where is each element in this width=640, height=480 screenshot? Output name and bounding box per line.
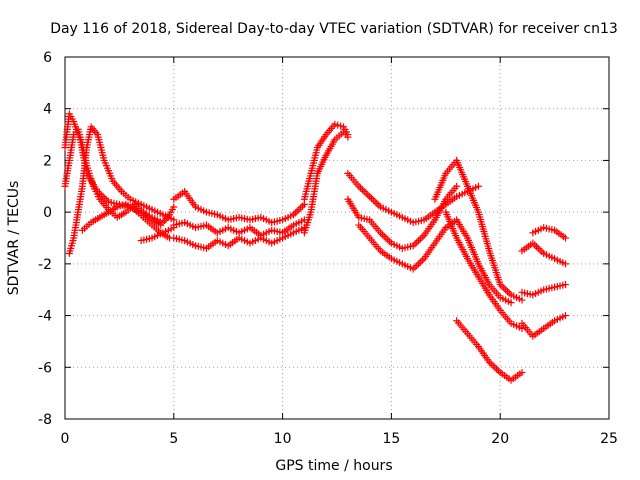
data-point-interp <box>418 256 426 264</box>
y-tick-label: 2 <box>43 153 52 169</box>
series-20 <box>529 224 569 242</box>
data-point-interp <box>411 263 419 271</box>
data-point-interp <box>534 244 542 252</box>
x-tick-label: 20 <box>491 431 509 447</box>
series-6 <box>170 187 308 226</box>
data-point-interp <box>382 234 390 242</box>
data-point-interp <box>500 284 508 292</box>
data-point-interp <box>360 187 368 195</box>
data-point-interp <box>416 258 424 266</box>
data-point-interp <box>491 363 499 371</box>
series-9 <box>300 120 352 203</box>
x-tick-label: 10 <box>274 431 292 447</box>
series-11 <box>344 169 482 226</box>
chart-title: Day 116 of 2018, Sidereal Day-to-day VTE… <box>50 21 618 37</box>
y-tick-label: -6 <box>38 360 52 376</box>
series-17 <box>518 281 569 299</box>
data-point-interp <box>384 236 392 244</box>
data-point-interp <box>380 232 388 240</box>
data-point-interp <box>489 362 497 370</box>
series-10 <box>300 128 352 237</box>
data-point <box>157 221 165 229</box>
y-tick-label: -4 <box>38 309 52 325</box>
data-point <box>366 193 374 201</box>
data-point-interp <box>494 367 502 375</box>
data-point-interp <box>415 260 423 268</box>
data-point <box>474 182 482 190</box>
series-15 <box>442 208 526 332</box>
series-12 <box>344 182 461 252</box>
y-tick-label: -2 <box>38 257 52 273</box>
data-point-interp <box>369 196 377 204</box>
x-tick-label: 25 <box>600 431 618 447</box>
data-point-interp <box>413 238 421 246</box>
data-point-interp <box>367 194 375 202</box>
data-point-interp <box>364 191 372 199</box>
data-point-interp <box>373 200 381 208</box>
y-axis: -8 -6 -4 -2 0 2 4 6 <box>38 50 609 428</box>
data-point-interp <box>378 231 386 239</box>
x-tick-label: 15 <box>382 431 400 447</box>
y-tick-label: 6 <box>43 50 52 66</box>
x-tick-label: 5 <box>169 431 178 447</box>
x-axis-label: GPS time / hours <box>275 458 392 474</box>
series-8 <box>170 224 308 252</box>
data-point-interp <box>362 189 370 197</box>
plot-frame <box>64 56 610 420</box>
y-tick-label: 0 <box>43 205 52 221</box>
data-point-interp <box>413 262 421 270</box>
data-point-interp <box>297 204 305 212</box>
series-16 <box>453 317 526 384</box>
y-tick-label: 4 <box>43 102 52 118</box>
data-point-interp <box>418 233 426 241</box>
data-point <box>518 296 526 304</box>
data-point-interp <box>536 246 544 254</box>
data-point <box>453 182 461 190</box>
data-point-interp <box>357 184 365 192</box>
series-5 <box>137 224 178 245</box>
data-point-interp <box>371 198 379 206</box>
data-point-interp <box>487 360 495 368</box>
data-point <box>561 234 569 242</box>
data-point-interp <box>299 202 307 210</box>
data-point <box>170 203 178 211</box>
data-point-interp <box>293 207 301 215</box>
data-point-interp <box>531 241 539 249</box>
data-points <box>61 110 569 384</box>
data-point <box>561 260 569 268</box>
x-axis: 0 5 10 15 20 25 <box>61 57 618 447</box>
data-point-interp <box>416 235 424 243</box>
series-3 <box>65 123 178 258</box>
data-point <box>344 133 352 141</box>
data-point-interp <box>358 186 366 194</box>
data-point-interp <box>493 365 501 373</box>
series-19 <box>518 239 569 268</box>
data-point <box>507 299 515 307</box>
data-point <box>561 312 569 320</box>
data-point-interp <box>502 286 510 294</box>
data-point-interp <box>415 237 423 245</box>
data-point <box>518 368 526 376</box>
series-18 <box>518 312 569 340</box>
data-point-interp <box>503 287 511 295</box>
x-tick-label: 0 <box>61 431 70 447</box>
data-point <box>561 281 569 289</box>
y-tick-label: -8 <box>38 412 52 428</box>
series-14 <box>431 156 526 304</box>
y-axis-label: SDTVAR / TECUs <box>6 181 22 296</box>
